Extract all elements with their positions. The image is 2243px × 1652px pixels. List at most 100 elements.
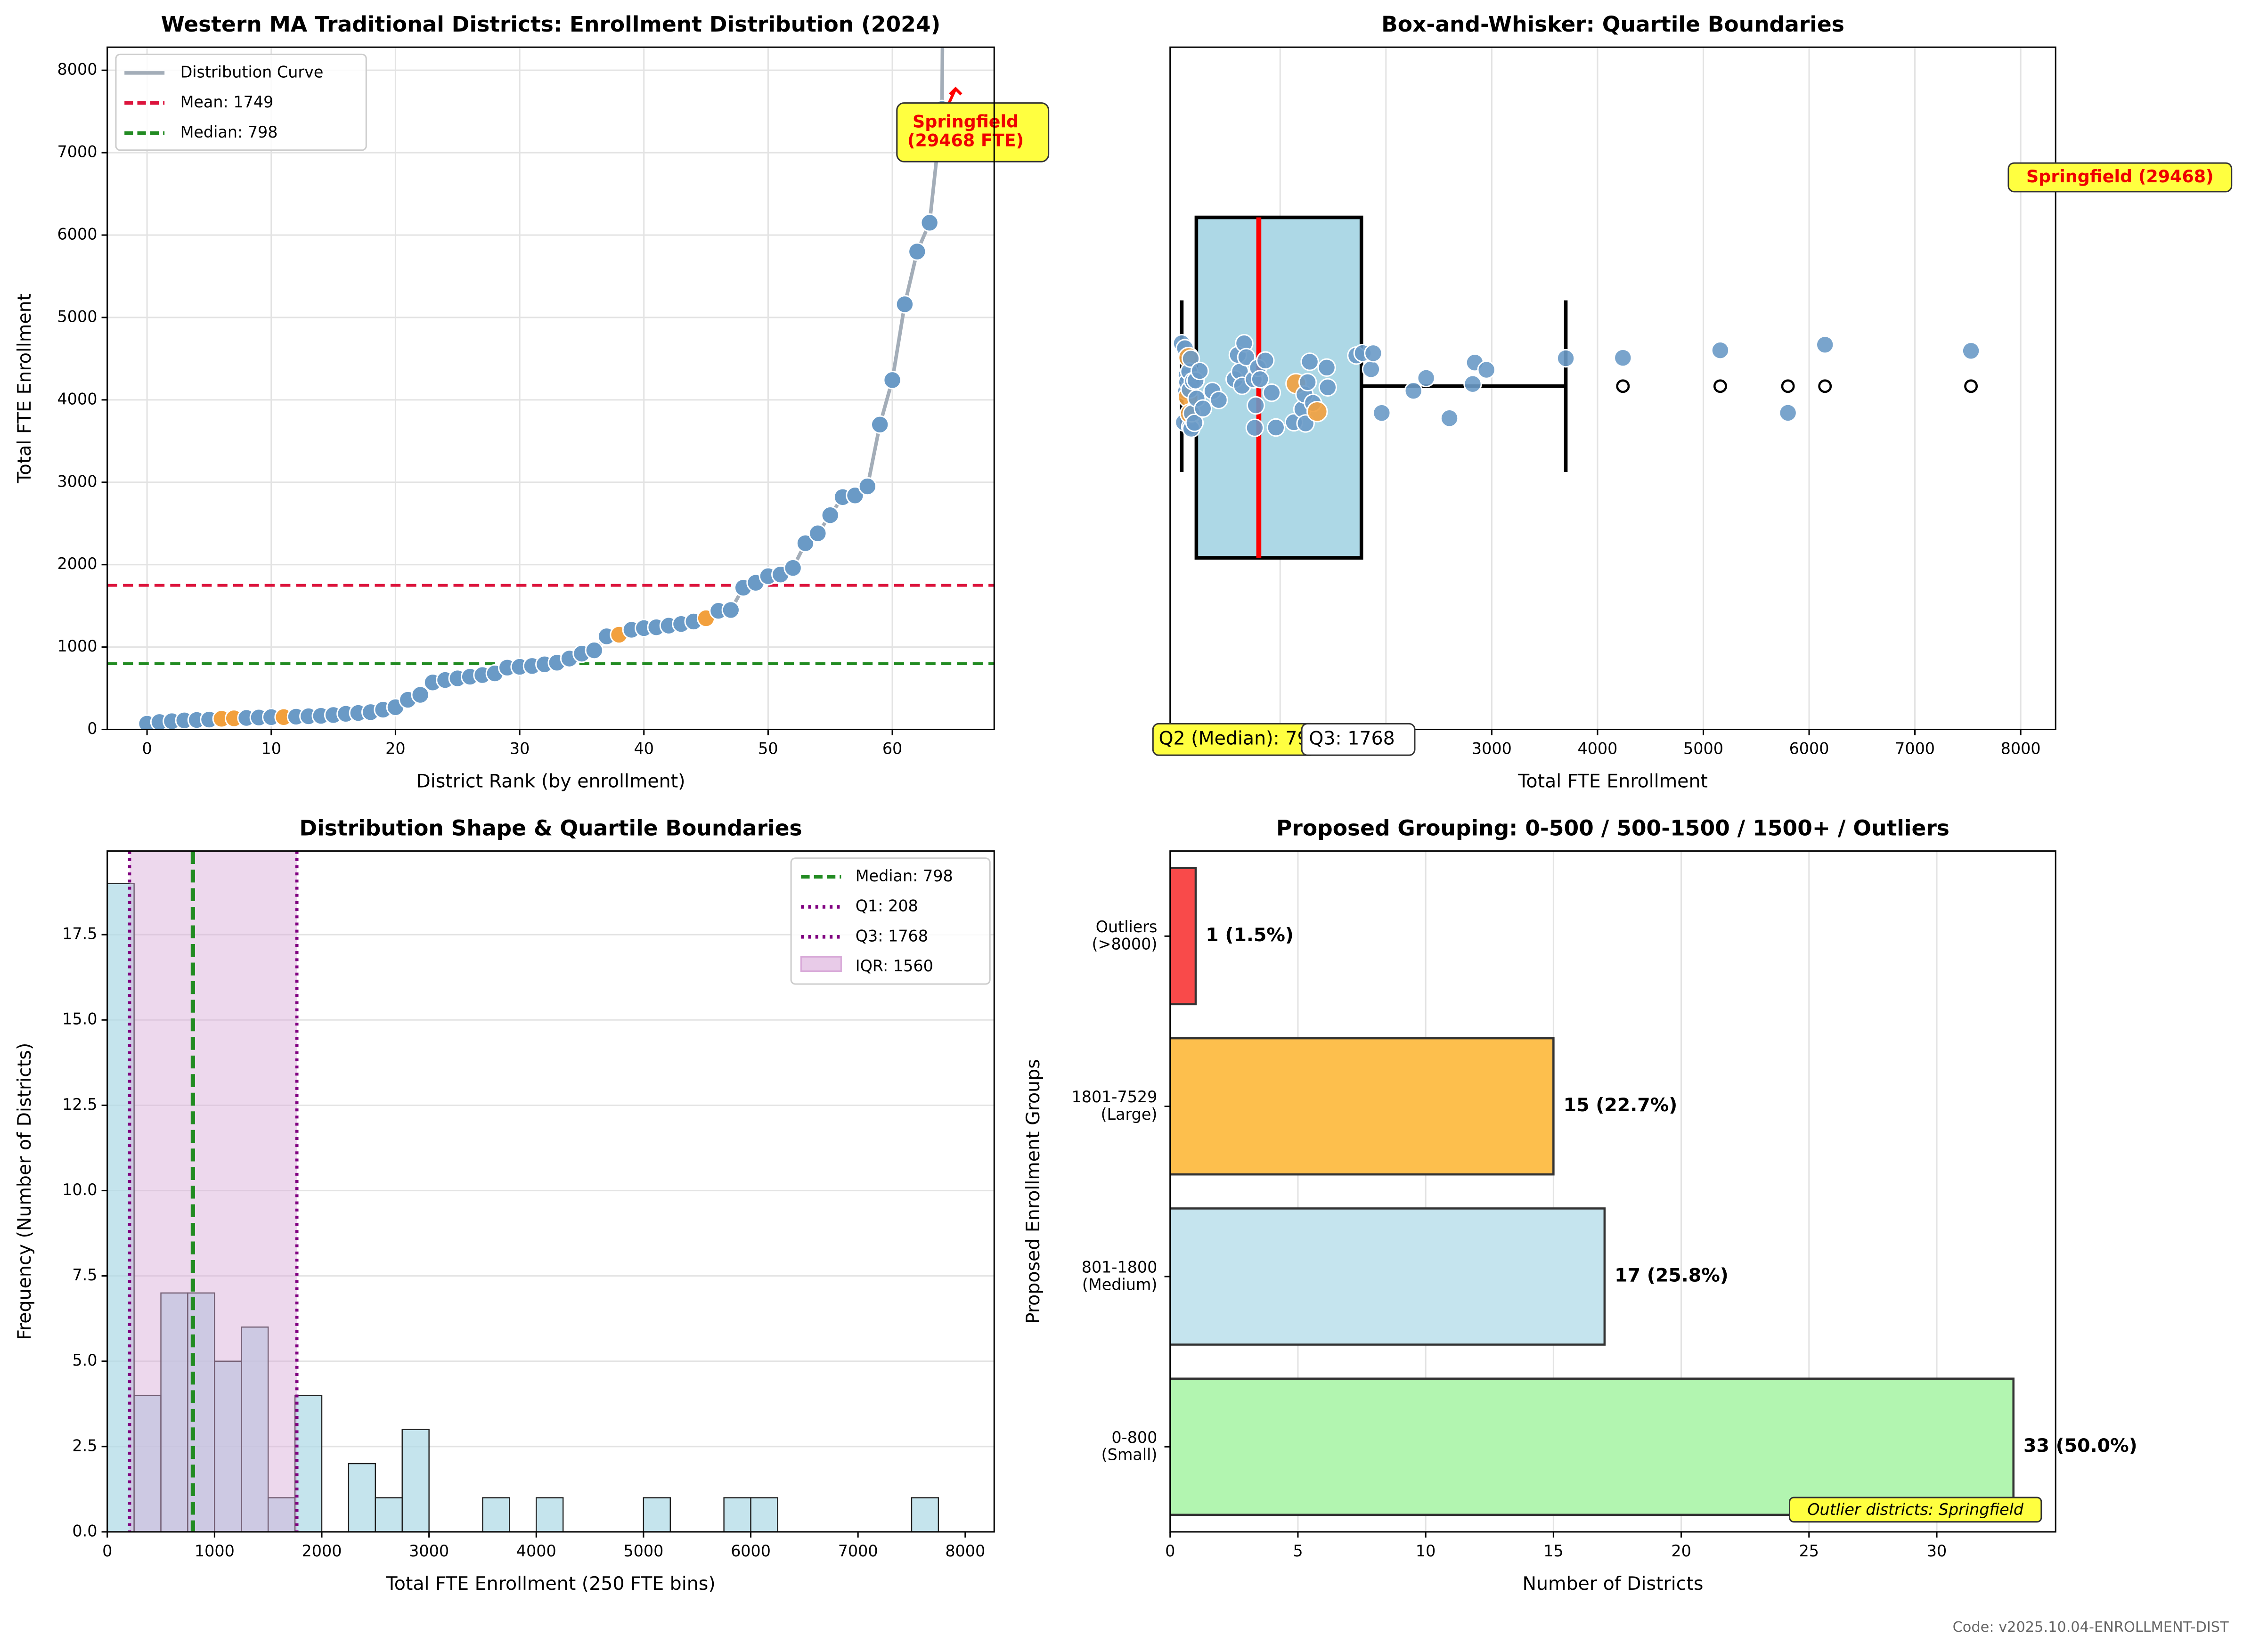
x-tick-label: 15 bbox=[1543, 1542, 1563, 1560]
value-label: 1 (1.5%) bbox=[1206, 924, 1294, 946]
x-tick-label: 20 bbox=[385, 740, 405, 758]
outlier bbox=[1616, 379, 1630, 393]
jitter-point bbox=[1245, 418, 1264, 437]
legend-label: Median: 798 bbox=[856, 867, 953, 885]
data-point bbox=[870, 415, 889, 434]
x-tick-label: 30 bbox=[510, 740, 530, 758]
data-point bbox=[895, 295, 914, 314]
y-tick-label: 6000 bbox=[57, 225, 98, 244]
annotation: Springfield (29468) bbox=[2026, 166, 2214, 187]
y-tick-label: 0-800 (Small) bbox=[1101, 1428, 1158, 1464]
x-tick-label: 25 bbox=[1799, 1542, 1819, 1560]
x-tick-label: 10 bbox=[261, 740, 281, 758]
plot-frame bbox=[106, 46, 995, 731]
plot-area bbox=[107, 47, 995, 730]
outlier bbox=[1818, 379, 1832, 393]
data-point bbox=[585, 641, 604, 660]
text-line: (Large) bbox=[1101, 1105, 1157, 1123]
data-point bbox=[411, 685, 430, 704]
bar bbox=[1170, 1037, 1555, 1176]
plot-area bbox=[107, 851, 939, 1532]
jitter-point bbox=[1298, 373, 1317, 392]
x-tick-label: 0 bbox=[102, 1542, 112, 1560]
text-line: 801-1800 bbox=[1082, 1258, 1158, 1276]
histogram-bar bbox=[536, 1497, 564, 1532]
x-tick-label: 5000 bbox=[1683, 740, 1723, 758]
jitter-point bbox=[1815, 335, 1835, 354]
text-line: 0-800 bbox=[1111, 1428, 1157, 1446]
legend-label: IQR: 1560 bbox=[856, 957, 933, 975]
x-tick-label: 8000 bbox=[945, 1542, 985, 1560]
jitter-point bbox=[1266, 418, 1286, 437]
x-tick-label: 60 bbox=[882, 740, 902, 758]
data-point bbox=[920, 213, 939, 232]
value-label: 33 (50.0%) bbox=[2023, 1435, 2137, 1457]
jitter-point bbox=[1417, 368, 1436, 388]
x-axis-label: Total FTE Enrollment (250 FTE bins) bbox=[385, 1573, 715, 1595]
legend-label: Q1: 208 bbox=[856, 897, 918, 915]
value-label: 17 (25.8%) bbox=[1615, 1264, 1729, 1286]
x-axis-label: Total FTE Enrollment bbox=[1517, 770, 1708, 792]
iqr-shade bbox=[130, 851, 297, 1532]
jitter-point bbox=[1306, 400, 1328, 423]
y-tick-label: 7.5 bbox=[72, 1266, 97, 1284]
jitter-point bbox=[1364, 344, 1383, 363]
jitter-point bbox=[1961, 342, 1981, 360]
y-tick-label: 1801-7529 (Large) bbox=[1071, 1088, 1157, 1123]
data-point bbox=[883, 371, 902, 390]
y-tick-label: 0 bbox=[87, 719, 97, 738]
legend-label: Mean: 1749 bbox=[180, 93, 274, 111]
jitter-point bbox=[1477, 360, 1496, 379]
y-tick-label: 1000 bbox=[57, 637, 98, 655]
legend-swatch bbox=[800, 956, 842, 972]
histogram-bar bbox=[375, 1497, 403, 1532]
jitter-point bbox=[1317, 358, 1336, 377]
histogram-bar bbox=[160, 1292, 188, 1532]
jitter-point bbox=[1372, 403, 1391, 423]
x-tick-label: 6000 bbox=[1789, 740, 1829, 758]
data-point bbox=[721, 601, 741, 619]
chart-title: Distribution Shape & Quartile Boundaries bbox=[299, 816, 802, 841]
y-tick-label: 2000 bbox=[57, 554, 98, 573]
jitter-point bbox=[1614, 348, 1632, 367]
jitter-point bbox=[1190, 361, 1209, 381]
x-tick-label: 30 bbox=[1927, 1542, 1947, 1560]
legend-box bbox=[115, 53, 367, 151]
y-tick-label: 5.0 bbox=[72, 1351, 97, 1369]
x-tick-label: 5 bbox=[1293, 1542, 1303, 1560]
plot-area bbox=[1172, 215, 1981, 560]
histogram-bar bbox=[723, 1497, 751, 1532]
x-tick-label: 0 bbox=[142, 740, 152, 758]
histogram-bar bbox=[348, 1463, 376, 1532]
x-tick-label: 3000 bbox=[409, 1542, 449, 1560]
y-tick-label: 5000 bbox=[57, 307, 98, 326]
x-tick-label: 40 bbox=[634, 740, 654, 758]
plot-frame bbox=[106, 850, 995, 1533]
jitter-point bbox=[1185, 413, 1204, 432]
text-line: Springfield bbox=[913, 111, 1019, 131]
histogram-bar bbox=[241, 1326, 269, 1532]
legend-label: Q3: 1768 bbox=[856, 927, 928, 945]
annotation-box bbox=[2007, 162, 2233, 193]
jitter-point bbox=[1193, 399, 1213, 418]
y-axis-label: Total FTE Enrollment bbox=[14, 293, 35, 484]
y-tick-label: 801-1800 (Medium) bbox=[1082, 1258, 1158, 1294]
jitter-point bbox=[1181, 349, 1200, 368]
x-axis-label: Number of Districts bbox=[1522, 1573, 1703, 1595]
y-tick-label: 17.5 bbox=[62, 925, 97, 943]
jitter-point bbox=[1778, 403, 1797, 423]
text-line: (>8000) bbox=[1092, 935, 1157, 953]
value-label: 15 (22.7%) bbox=[1564, 1094, 1678, 1116]
x-tick-label: 7000 bbox=[1895, 740, 1935, 758]
y-axis-label: Proposed Enrollment Groups bbox=[1022, 1059, 1044, 1324]
jitter-point bbox=[1300, 352, 1319, 371]
y-tick-label: 7000 bbox=[57, 143, 98, 161]
x-tick-label: 6000 bbox=[731, 1542, 771, 1560]
jitter-point bbox=[1246, 396, 1265, 415]
data-point bbox=[783, 558, 802, 578]
jitter-point bbox=[1262, 383, 1281, 402]
text-line: 1801-7529 bbox=[1071, 1088, 1157, 1106]
chart-title: Proposed Grouping: 0-500 / 500-1500 / 15… bbox=[1276, 816, 1949, 841]
